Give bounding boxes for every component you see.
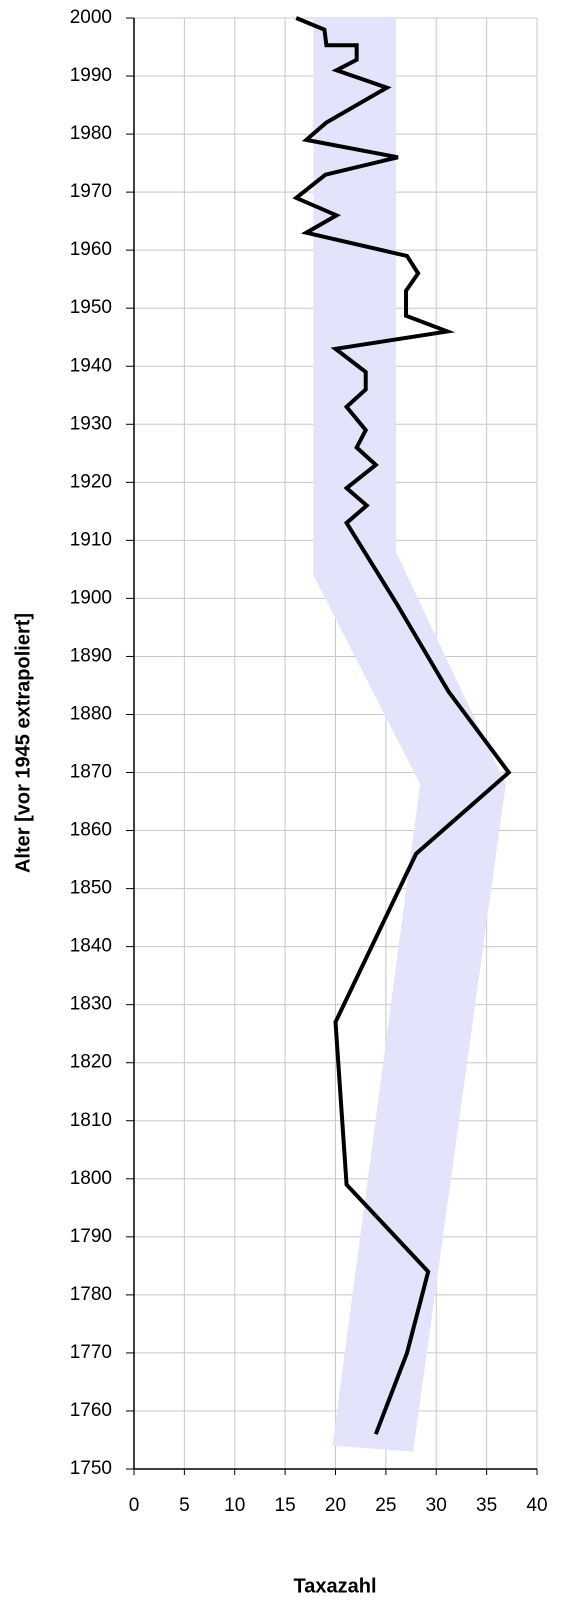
y-tick-label: 1850 — [70, 878, 112, 899]
x-tick-label: 10 — [224, 1495, 245, 1516]
y-tick-label: 1790 — [70, 1226, 112, 1247]
y-tick-label: 1800 — [70, 1168, 112, 1189]
y-tick-label: 1780 — [70, 1284, 112, 1305]
y-tick-label: 1750 — [70, 1458, 112, 1479]
y-tick-label: 1880 — [70, 703, 112, 724]
y-axis-title: Alter [vor 1945 extrapoliert] — [12, 613, 34, 873]
x-axis-title: Taxazahl — [294, 1575, 377, 1597]
y-tick-label: 1900 — [70, 587, 112, 608]
y-tick-label: 1870 — [70, 762, 112, 783]
y-tick-label: 1950 — [70, 297, 112, 318]
band — [313, 18, 506, 1452]
y-tick-label: 1770 — [70, 1342, 112, 1363]
x-tick-label: 35 — [476, 1495, 497, 1516]
y-tick-label: 1990 — [70, 65, 112, 86]
x-tick-label: 15 — [275, 1495, 296, 1516]
x-tick-label: 0 — [129, 1495, 140, 1516]
x-tick-label: 40 — [526, 1495, 547, 1516]
y-tick-label: 1940 — [70, 355, 112, 376]
y-tick-label: 1920 — [70, 471, 112, 492]
y-tick-label: 1760 — [70, 1400, 112, 1421]
x-tick-label: 25 — [375, 1495, 396, 1516]
y-tick-label: 1830 — [70, 994, 112, 1015]
x-tick-label: 20 — [325, 1495, 346, 1516]
y-tick-label: 1820 — [70, 1052, 112, 1073]
data-line — [292, 16, 512, 1435]
y-tick-label: 1980 — [70, 123, 112, 144]
x-tick-label: 30 — [426, 1495, 447, 1516]
y-tick-label: 1970 — [70, 181, 112, 202]
y-tick-label: 1960 — [70, 239, 112, 260]
y-tick-label: 1810 — [70, 1110, 112, 1131]
x-tick-label: 5 — [179, 1495, 190, 1516]
y-tick-label: 2000 — [70, 7, 112, 28]
y-tick-label: 1840 — [70, 936, 112, 957]
y-tick-label: 1910 — [70, 529, 112, 550]
y-tick-label: 1890 — [70, 645, 112, 666]
y-tick-label: 1930 — [70, 413, 112, 434]
y-tick-label: 1860 — [70, 820, 112, 841]
